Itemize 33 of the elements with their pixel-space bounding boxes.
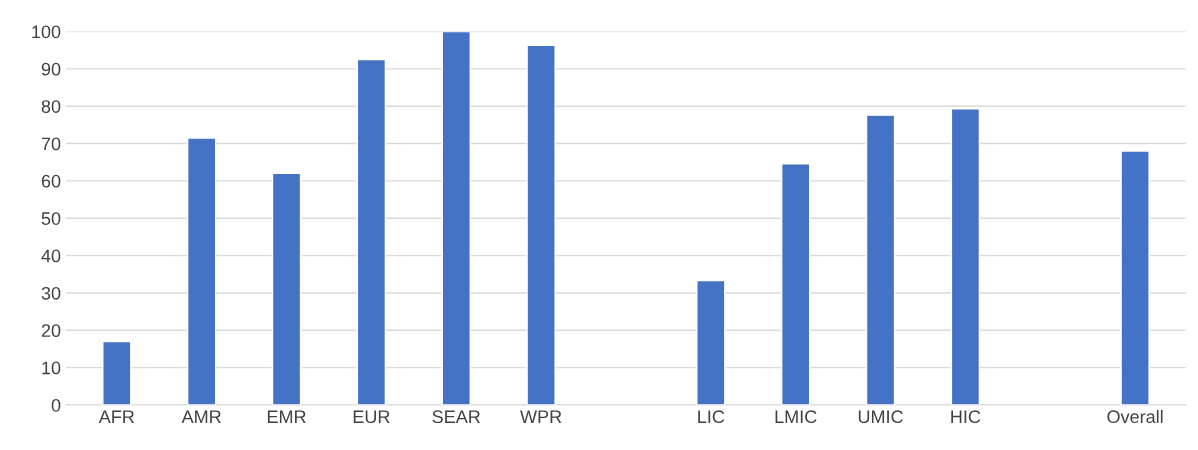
y-tick-label: 40	[41, 249, 61, 263]
y-tick-label: 80	[41, 100, 61, 113]
bar	[865, 114, 896, 405]
bar	[356, 58, 387, 405]
y-tick-label: 60	[41, 174, 61, 188]
y-tick-label: 20	[41, 324, 61, 338]
bar	[526, 44, 556, 405]
y-tick-label: 0	[51, 398, 61, 412]
y-tick-label: 90	[41, 62, 61, 76]
y-tick-label: 70	[41, 137, 61, 151]
x-tick-label: WPR	[520, 410, 562, 423]
y-tick-label: 100	[32, 25, 61, 39]
y-tick-label: 30	[41, 286, 61, 300]
x-tick-label: AFR	[98, 410, 135, 423]
x-tick-label: EMR	[267, 410, 306, 423]
bar	[102, 340, 132, 405]
x-tick-label: EUR	[353, 410, 390, 424]
x-tick-label: UMIC	[858, 410, 903, 424]
bar	[441, 31, 471, 405]
bar	[780, 163, 811, 405]
bar	[186, 137, 217, 405]
x-tick-label: SEAR	[432, 410, 480, 424]
x-tick-label: LMIC	[775, 410, 817, 424]
bar	[950, 108, 981, 405]
y-tick-label: 50	[41, 212, 61, 225]
x-tick-label: AMR	[181, 410, 221, 423]
bar	[271, 172, 302, 405]
x-tick-label: HIC	[951, 410, 981, 424]
x-tick-label: LIC	[698, 410, 725, 424]
bar	[1120, 150, 1150, 405]
bar	[696, 279, 726, 405]
y-tick-label: 10	[42, 361, 61, 375]
x-tick-label: Overall	[1107, 409, 1163, 424]
